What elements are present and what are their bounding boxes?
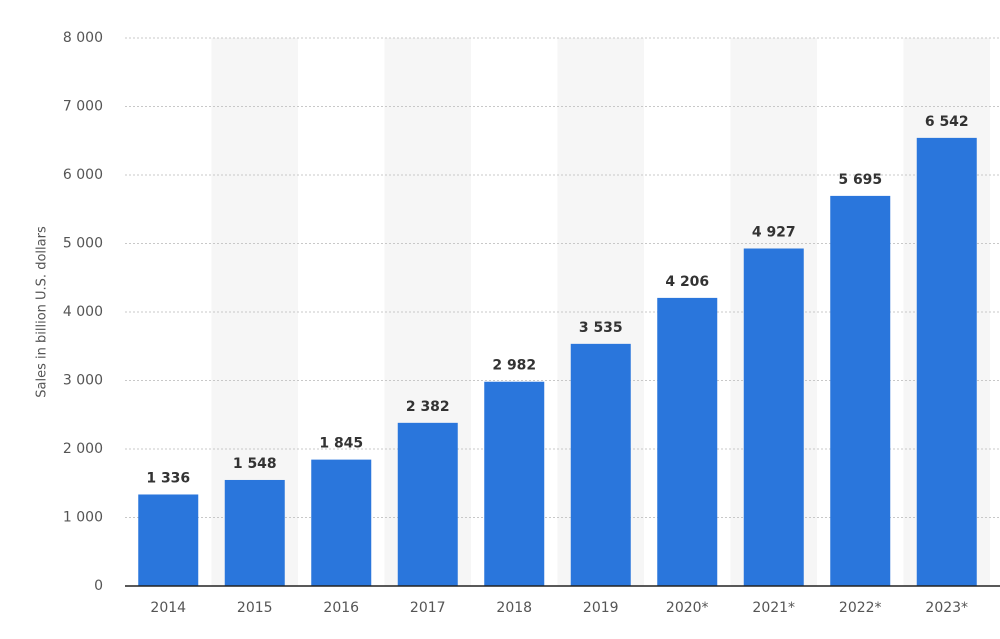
value-label: 4 927 bbox=[752, 225, 796, 241]
value-label: 1 336 bbox=[146, 470, 190, 486]
bar bbox=[743, 248, 804, 587]
x-tick-label: 2014 bbox=[150, 600, 186, 616]
value-label: 1 845 bbox=[319, 436, 363, 452]
value-label: 2 382 bbox=[406, 399, 450, 415]
x-tick-label: 2020* bbox=[666, 600, 709, 616]
x-tick-label: 2021* bbox=[752, 600, 795, 616]
x-tick-label: 2019 bbox=[583, 600, 619, 616]
bar bbox=[830, 195, 891, 586]
bar bbox=[916, 137, 977, 587]
y-tick-label: 2 000 bbox=[63, 441, 103, 457]
bar bbox=[224, 479, 285, 586]
value-label: 3 535 bbox=[579, 320, 623, 336]
x-tick-label: 2017 bbox=[410, 600, 446, 616]
x-tick-label: 2015 bbox=[237, 600, 273, 616]
bar bbox=[138, 494, 199, 586]
bar bbox=[657, 297, 718, 586]
y-tick-label: 5 000 bbox=[63, 236, 103, 252]
x-tick-label: 2022* bbox=[839, 600, 882, 616]
bar bbox=[570, 343, 631, 586]
y-tick-label: 6 000 bbox=[63, 167, 103, 183]
y-tick-label: 7 000 bbox=[63, 99, 103, 115]
bar bbox=[484, 381, 545, 586]
y-tick-label: 8 000 bbox=[63, 30, 103, 46]
y-tick-label: 3 000 bbox=[63, 373, 103, 389]
y-tick-label: 0 bbox=[94, 578, 103, 594]
y-axis-label: Sales in billion U.S. dollars bbox=[35, 226, 50, 398]
value-label: 4 206 bbox=[665, 274, 709, 290]
bar bbox=[397, 422, 458, 586]
y-tick-label: 4 000 bbox=[63, 304, 103, 320]
bar bbox=[311, 459, 372, 586]
y-tick-label: 1 000 bbox=[63, 510, 103, 526]
value-label: 2 982 bbox=[492, 358, 536, 374]
value-label: 5 695 bbox=[838, 172, 882, 188]
x-tick-label: 2018 bbox=[496, 600, 532, 616]
x-tick-label: 2016 bbox=[323, 600, 359, 616]
x-tick-label: 2023* bbox=[925, 600, 968, 616]
value-label: 6 542 bbox=[925, 114, 969, 130]
value-label: 1 548 bbox=[233, 456, 277, 472]
